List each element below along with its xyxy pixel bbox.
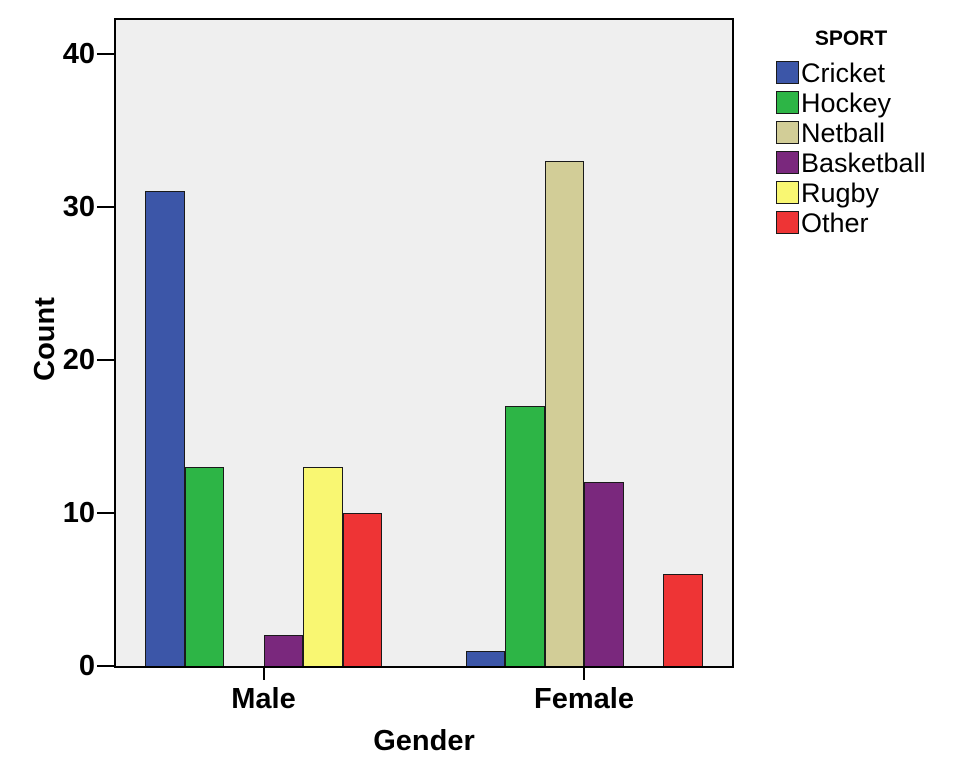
legend-swatch-other bbox=[776, 211, 799, 234]
legend-label-netball: Netball bbox=[801, 118, 886, 148]
legend-swatch-rugby bbox=[776, 181, 799, 204]
legend-swatch-netball bbox=[776, 121, 799, 144]
legend-items: Cricket Hockey Netball Basketball Rugby Other bbox=[776, 58, 966, 238]
y-tick-mark-40 bbox=[97, 52, 116, 55]
y-axis-title: Count bbox=[29, 297, 61, 381]
bar-male-hockey bbox=[184, 467, 224, 666]
legend-item-hockey: Hockey bbox=[776, 88, 966, 118]
y-tick-mark-20 bbox=[97, 358, 116, 361]
bar-male-basketball bbox=[263, 635, 303, 666]
y-tick-label-30: 30 bbox=[62, 190, 95, 223]
legend-item-rugby: Rugby bbox=[776, 178, 966, 208]
legend-swatch-hockey bbox=[776, 91, 799, 114]
y-tick-mark-0 bbox=[97, 665, 116, 667]
y-tick-mark-10 bbox=[97, 511, 116, 514]
legend-item-cricket: Cricket bbox=[776, 58, 966, 88]
legend-label-basketball: Basketball bbox=[801, 148, 926, 178]
legend-label-rugby: Rugby bbox=[801, 178, 880, 208]
legend-item-other: Other bbox=[776, 208, 966, 238]
bar-female-other bbox=[663, 574, 703, 666]
y-tick-label-40: 40 bbox=[62, 37, 95, 70]
bars-layer bbox=[116, 20, 732, 666]
bar-female-cricket bbox=[465, 651, 505, 666]
y-tick-label-10: 10 bbox=[62, 496, 95, 529]
legend-swatch-cricket bbox=[776, 61, 799, 84]
bar-male-other bbox=[342, 513, 382, 666]
bar-female-netball bbox=[544, 161, 584, 666]
y-tick-label-0: 0 bbox=[78, 650, 95, 682]
legend-label-cricket: Cricket bbox=[801, 58, 886, 88]
bar-female-basketball bbox=[584, 482, 624, 666]
legend: SPORT Cricket Hockey Netball Basketball Rugb… bbox=[776, 27, 966, 241]
legend-label-other: Other bbox=[801, 208, 869, 238]
y-tick-mark-30 bbox=[97, 205, 116, 208]
x-tick-mark-female bbox=[583, 666, 585, 680]
legend-label-hockey: Hockey bbox=[801, 88, 892, 118]
bar-male-cricket bbox=[145, 191, 185, 666]
legend-title: SPORT bbox=[814, 27, 888, 50]
legend-item-basketball: Basketball bbox=[776, 148, 966, 178]
x-category-label-female: Female bbox=[534, 683, 634, 715]
y-tick-label-20: 20 bbox=[62, 343, 95, 376]
x-category-label-male: Male bbox=[231, 683, 296, 715]
bar-male-rugby bbox=[303, 467, 343, 666]
x-axis-title: Gender bbox=[373, 725, 475, 757]
x-tick-mark-male bbox=[262, 666, 265, 680]
legend-swatch-basketball bbox=[776, 151, 799, 174]
legend-item-netball: Netball bbox=[776, 118, 966, 148]
bar-female-hockey bbox=[505, 406, 545, 666]
